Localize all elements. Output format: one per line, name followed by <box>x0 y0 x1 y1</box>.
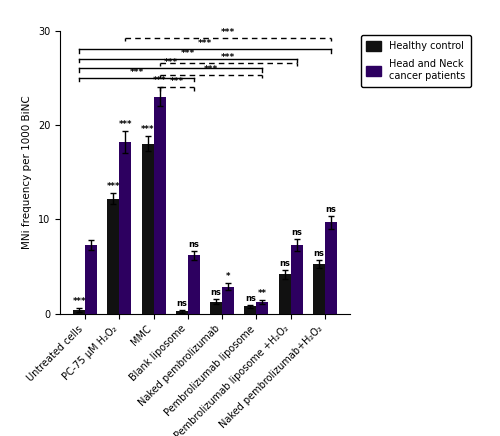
Text: ***: *** <box>221 53 235 62</box>
Bar <box>142 144 154 314</box>
Text: ns: ns <box>279 259 290 268</box>
Bar <box>244 307 256 314</box>
Text: ***: *** <box>221 28 235 37</box>
Text: ns: ns <box>245 294 256 303</box>
Text: ***: *** <box>141 126 154 134</box>
Text: ***: *** <box>164 58 178 68</box>
Bar <box>256 302 268 314</box>
Text: ***: *** <box>204 65 218 74</box>
Text: **: ** <box>258 289 267 298</box>
Text: ***: *** <box>153 76 166 85</box>
Text: ***: *** <box>198 40 212 48</box>
Bar <box>188 255 200 314</box>
Y-axis label: MNi frequency per 1000 BiNC: MNi frequency per 1000 BiNC <box>22 95 32 249</box>
Legend: Healthy control, Head and Neck
cancer patients: Healthy control, Head and Neck cancer pa… <box>360 35 471 87</box>
Bar <box>108 199 120 314</box>
Text: ns: ns <box>188 240 200 249</box>
Bar <box>325 222 337 314</box>
Bar <box>85 245 97 314</box>
Text: ***: *** <box>118 120 132 129</box>
Text: ns: ns <box>176 299 188 308</box>
Bar <box>222 286 234 314</box>
Text: ***: *** <box>181 49 195 58</box>
Bar <box>290 245 302 314</box>
Bar <box>73 310 85 314</box>
Bar <box>154 97 166 314</box>
Bar <box>313 264 325 314</box>
Bar <box>120 142 132 314</box>
Text: ns: ns <box>326 205 336 214</box>
Text: ***: *** <box>170 77 184 86</box>
Text: ns: ns <box>314 249 324 258</box>
Bar <box>176 311 188 314</box>
Text: ***: *** <box>106 182 120 191</box>
Text: ns: ns <box>210 288 222 297</box>
Text: ***: *** <box>130 68 143 77</box>
Bar <box>210 302 222 314</box>
Bar <box>278 274 290 314</box>
Text: ns: ns <box>291 228 302 237</box>
Text: *: * <box>226 272 230 281</box>
Text: ***: *** <box>72 297 86 307</box>
